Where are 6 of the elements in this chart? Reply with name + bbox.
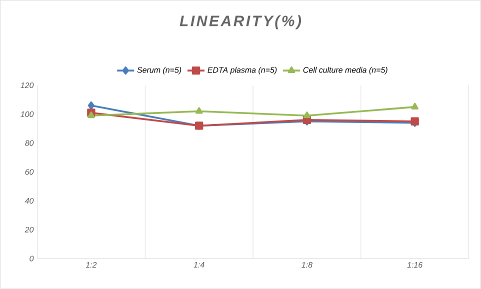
point <box>88 102 94 110</box>
point <box>411 102 418 110</box>
point <box>88 112 95 118</box>
point <box>303 112 311 118</box>
point <box>195 107 203 114</box>
chart-title: LINEARITY(%) <box>180 15 302 30</box>
